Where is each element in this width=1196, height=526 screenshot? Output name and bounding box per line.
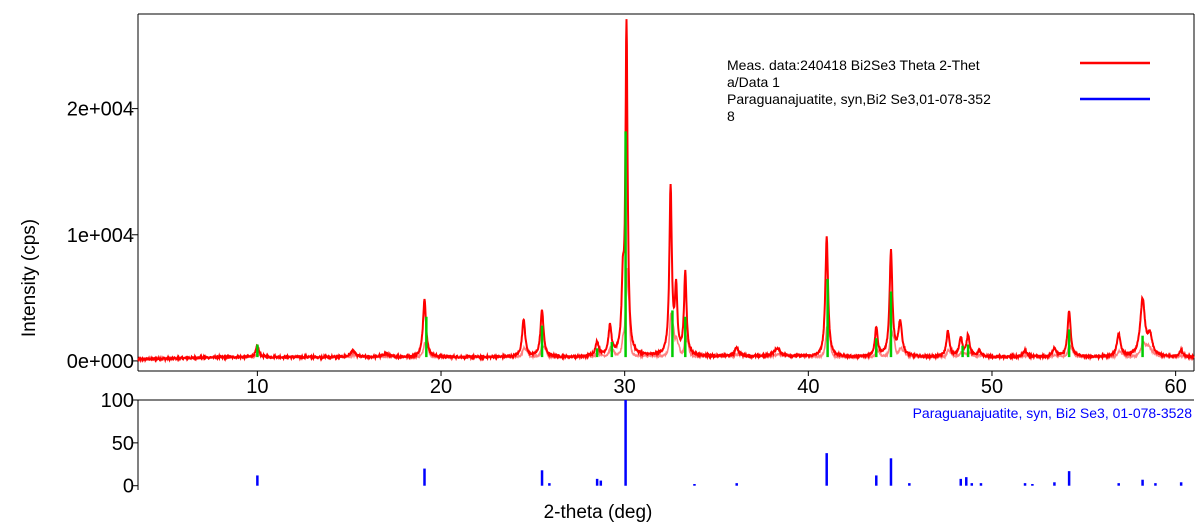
legend-entry-text: 8 xyxy=(727,108,735,124)
x-axis: 10 20 30 40 50 60 xyxy=(138,370,1194,398)
bottom-y-ticks: 0 50 100 xyxy=(101,390,138,498)
x-ticks: 10 20 30 40 50 60 xyxy=(246,371,1187,398)
bottom-y-tick-label: 50 xyxy=(112,433,134,455)
legend-entry-text: Paraguanajuatite, syn,Bi2 Se3,01-078-352 xyxy=(727,91,991,107)
bottom-y-tick-label: 100 xyxy=(101,390,134,412)
reference-sticks xyxy=(256,400,1183,486)
top-y-tick-label: 0e+000 xyxy=(67,351,134,373)
y-axis-label: Intensity (cps) xyxy=(19,219,40,337)
legend: Meas. data:240418 Bi2Se3 Theta 2-Theta/D… xyxy=(727,57,1150,124)
reference-panel: 0 50 100 Paraguanajuatite, syn, Bi2 Se3, 0… xyxy=(101,390,1194,523)
x-tick-label: 60 xyxy=(1165,376,1187,398)
top-series-group xyxy=(137,19,1195,364)
x-tick-label: 30 xyxy=(614,376,636,398)
x-tick-label: 20 xyxy=(430,376,452,398)
intensity-panel: 0e+000 1e+004 2e+004 Intensity (cps) Meas.… xyxy=(19,13,1195,373)
measured-pattern-line xyxy=(137,19,1195,364)
x-tick-label: 40 xyxy=(797,376,819,398)
bottom-y-tick-label: 0 xyxy=(123,476,134,498)
top-y-tick-label: 1e+004 xyxy=(67,225,134,247)
legend-entry-text: Meas. data:240418 Bi2Se3 Theta 2-Thet xyxy=(727,57,980,73)
legend-entry-text: a/Data 1 xyxy=(727,74,780,90)
x-axis-label: 2-theta (deg) xyxy=(544,502,653,523)
top-y-tick-label: 2e+004 xyxy=(67,99,134,121)
x-tick-label: 10 xyxy=(246,376,268,398)
x-tick-label: 50 xyxy=(981,376,1003,398)
top-y-ticks: 0e+000 1e+004 2e+004 xyxy=(67,99,138,373)
reference-series-label: Paraguanajuatite, syn, Bi2 Se3, 01-078-3… xyxy=(913,405,1193,421)
measured-pattern-shadow xyxy=(137,267,1195,363)
